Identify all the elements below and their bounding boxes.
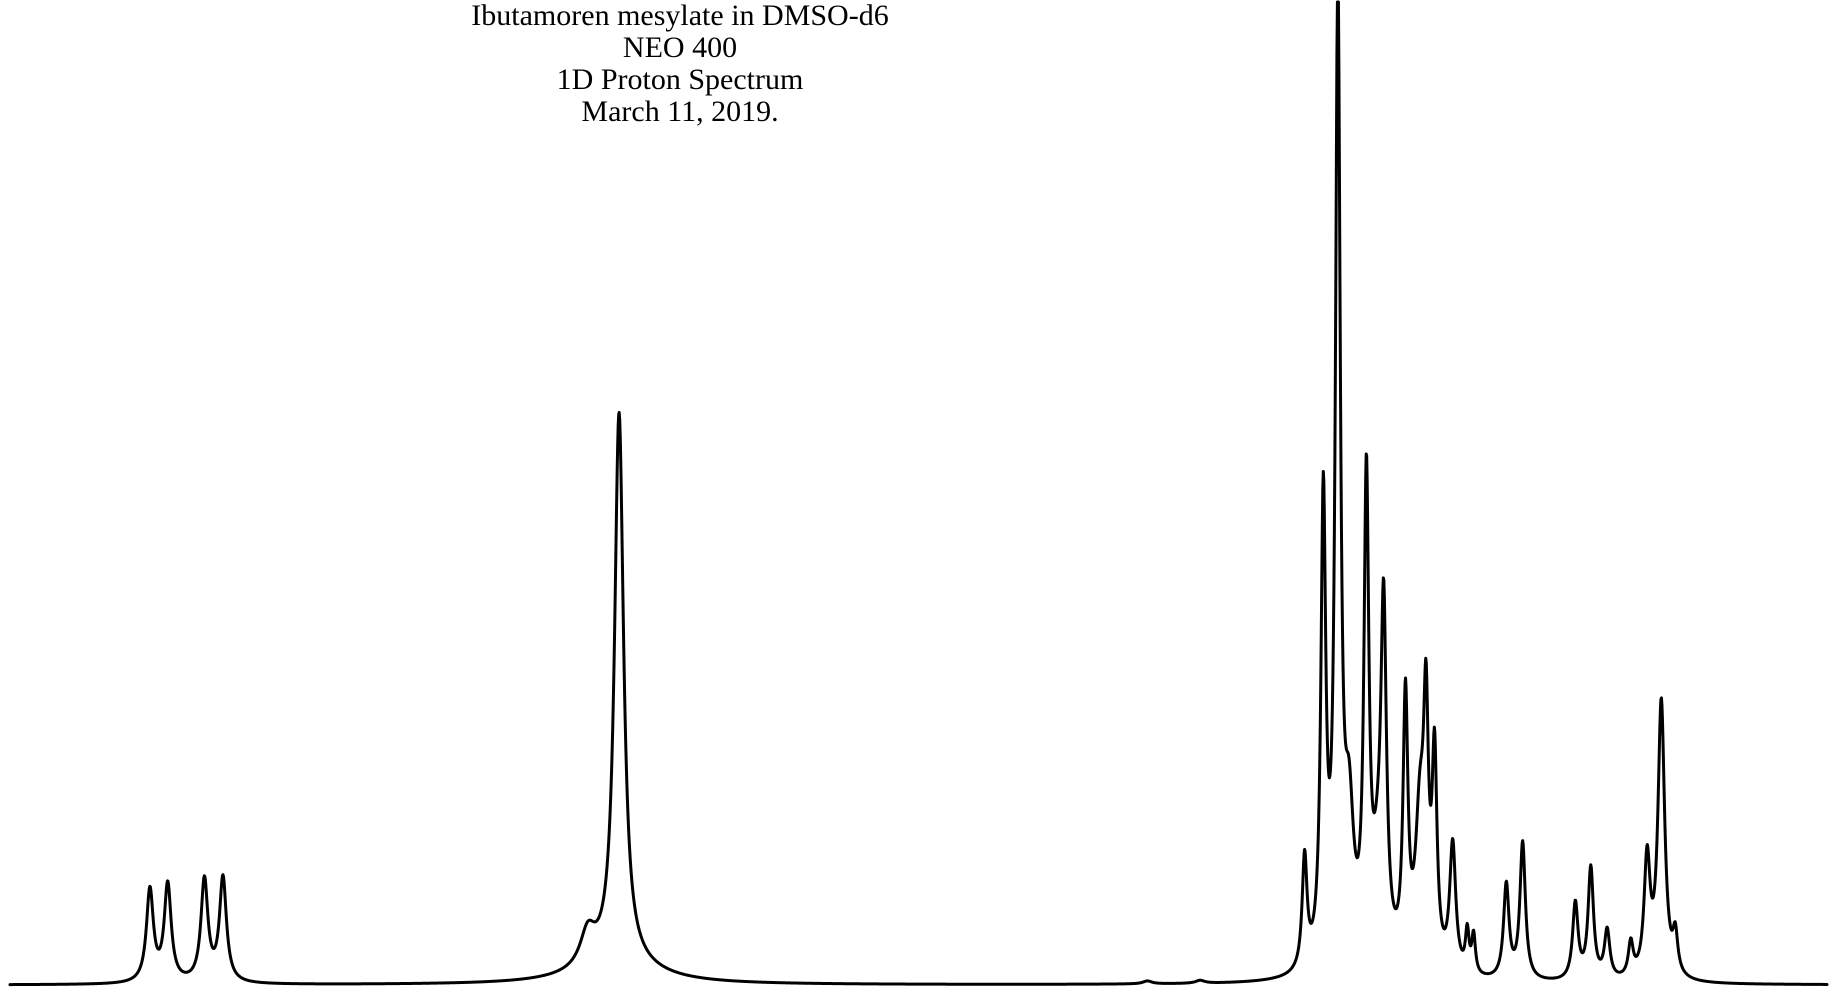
spectrum-trace [8, 0, 1829, 987]
title-line-sample: Ibutamoren mesylate in DMSO-d6 [471, 0, 889, 32]
chart-title: Ibutamoren mesylate in DMSO-d6 NEO 400 1… [380, 0, 980, 128]
title-line-experiment: 1D Proton Spectrum [556, 63, 804, 96]
peak-markers [149, 1, 1676, 982]
title-line-date: March 11, 2019. [581, 95, 779, 128]
title-line-instrument: NEO 400 [622, 31, 738, 64]
spectrum-peak-13 [1365, 450, 1367, 452]
